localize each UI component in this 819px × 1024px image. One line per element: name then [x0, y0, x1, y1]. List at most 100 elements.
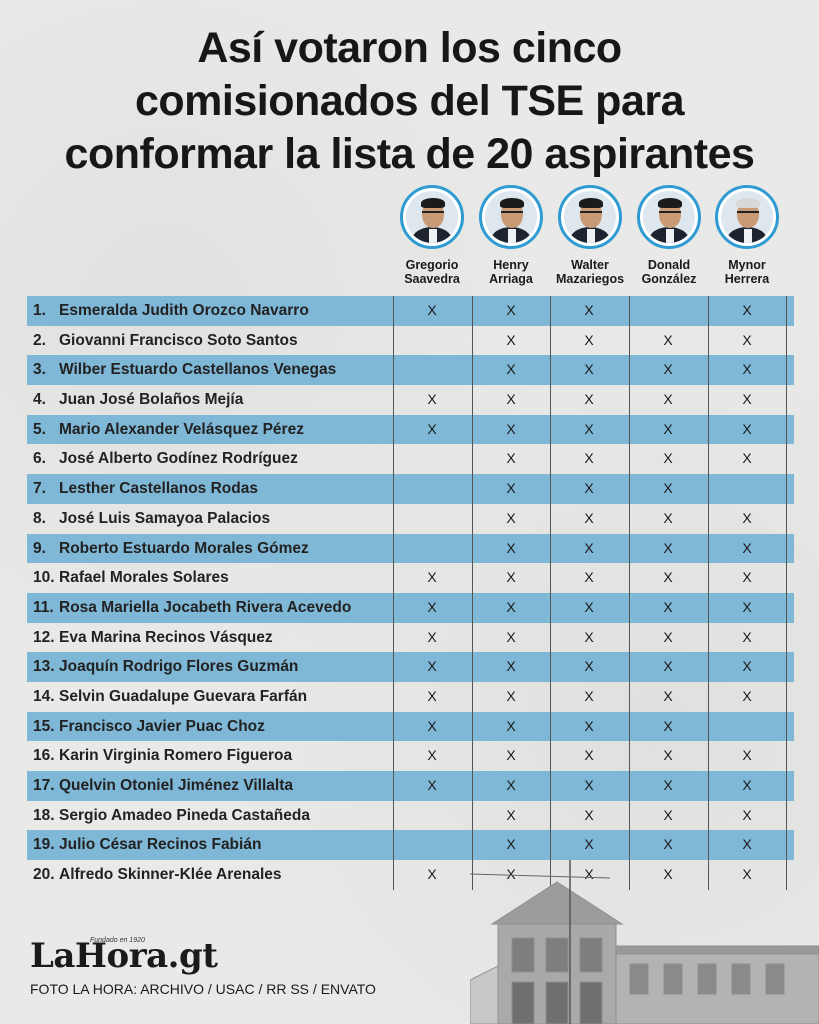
vote-cell: X: [663, 777, 673, 793]
commissioner-photo: [558, 185, 622, 249]
vote-cell: X: [506, 569, 516, 586]
candidate-cell: 10. Rafael Morales Solares: [33, 563, 229, 593]
table-row: 18. Sergio Amadeo Pineda Castañeda X X X X: [27, 801, 794, 831]
vote-cell: X: [506, 480, 516, 497]
candidate-number: 7.: [33, 480, 46, 498]
table-row: 15. Francisco Javier Puac Choz X X X X: [27, 711, 794, 742]
candidate-cell: 12. Eva Marina Recinos Vásquez: [33, 623, 273, 653]
vote-cell: [393, 326, 471, 356]
vote-cell: X: [506, 361, 516, 378]
vote-cell: X: [584, 569, 594, 586]
vote-cell: X: [584, 628, 594, 645]
vote-cell: X: [742, 361, 752, 378]
candidate-number: 15.: [33, 717, 55, 735]
vote-cell: X: [427, 687, 437, 704]
vote-cell: X: [506, 598, 516, 615]
vote-cell: X: [506, 777, 516, 793]
commissioner-first-name: Mynor: [728, 258, 766, 272]
vote-cell: X: [506, 450, 516, 467]
candidate-number: 6.: [33, 450, 46, 468]
vote-cell: X: [584, 480, 594, 497]
candidate-name: Eva Marina Recinos Vásquez: [59, 628, 273, 646]
table-row: 3. Wilber Estuardo Castellanos Venegas X X X…: [27, 355, 794, 386]
vote-cell: X: [506, 717, 516, 734]
title-line-1: Así votaron los cinco: [197, 24, 622, 72]
vote-cell: X: [584, 331, 594, 348]
commissioner-last-name: Saavedra: [404, 272, 460, 286]
table-row: 17. Quelvin Otoniel Jiménez Villalta X X X X X: [27, 771, 794, 801]
page-title: Así votaron los cinco comisionados del T…: [0, 22, 819, 181]
vote-cell: X: [663, 420, 673, 437]
vote-cell: X: [584, 806, 594, 823]
vote-cell: X: [663, 866, 673, 883]
table-row: 12. Eva Marina Recinos Vásquez X X X X X: [27, 623, 794, 653]
vote-cell: X: [742, 509, 752, 526]
candidate-name: Francisco Javier Puac Choz: [59, 717, 265, 735]
vote-cell: X: [742, 391, 752, 408]
vote-cell: X: [663, 569, 673, 586]
candidate-name: José Alberto Godínez Rodríguez: [59, 450, 298, 468]
candidate-number: 3.: [33, 361, 46, 379]
candidate-number: 19.: [33, 836, 55, 854]
vote-cell: [393, 355, 471, 385]
commissioner-name: Mynor Herrera: [707, 258, 787, 286]
vote-cell: X: [584, 777, 594, 793]
table-row: 7. Lesther Castellanos Rodas X X X: [27, 474, 794, 504]
candidate-name: Giovanni Francisco Soto Santos: [59, 331, 298, 349]
candidate-cell: 11. Rosa Mariella Jocabeth Rivera Acevedo: [33, 593, 351, 623]
candidate-name: Mario Alexander Velásquez Pérez: [59, 420, 304, 438]
vote-cell: X: [742, 658, 752, 675]
vote-cell: X: [584, 420, 594, 437]
commissioner-first-name: Henry: [493, 258, 529, 272]
vote-cell: X: [427, 420, 437, 437]
commissioner-photo: [715, 185, 779, 249]
vote-cell: X: [427, 598, 437, 615]
vote-cell: X: [584, 361, 594, 378]
candidate-number: 1.: [33, 302, 46, 319]
vote-cell: X: [663, 331, 673, 348]
candidate-name: Quelvin Otoniel Jiménez Villalta: [59, 777, 294, 794]
vote-cell: X: [663, 509, 673, 526]
vote-cell: [708, 474, 786, 504]
candidate-cell: 4. Juan José Bolaños Mejía: [33, 385, 243, 415]
vote-cell: X: [584, 450, 594, 467]
candidate-number: 11.: [33, 598, 54, 616]
building-photo: [470, 860, 819, 1024]
vote-cell: X: [742, 687, 752, 704]
vote-cell: X: [663, 836, 673, 853]
vote-cell: X: [506, 628, 516, 645]
vote-cell: [629, 296, 707, 326]
table-row: 8. José Luis Samayoa Palacios X X X X: [27, 504, 794, 534]
title-line-2: comisionados del TSE para: [134, 77, 685, 125]
table-row: 5. Mario Alexander Velásquez Pérez X X X X X: [27, 414, 794, 445]
candidate-number: 5.: [33, 420, 46, 438]
candidate-number: 10.: [33, 569, 55, 587]
vote-cell: X: [427, 777, 437, 793]
vote-cell: X: [663, 391, 673, 408]
vote-cell: X: [742, 450, 752, 467]
candidate-name: Sergio Amadeo Pineda Castañeda: [59, 806, 310, 824]
lahora-logo: LaHora.gt: [30, 936, 218, 976]
candidate-number: 4.: [33, 391, 46, 409]
candidate-cell: 6. José Alberto Godínez Rodríguez: [33, 444, 298, 474]
candidate-name: Esmeralda Judith Orozco Navarro: [59, 302, 309, 319]
candidate-name: Joaquín Rodrigo Flores Guzmán: [59, 658, 299, 676]
vote-cell: X: [506, 509, 516, 526]
candidate-name: Wilber Estuardo Castellanos Venegas: [59, 361, 337, 379]
candidate-number: 20.: [33, 866, 55, 884]
vote-cell: X: [742, 777, 752, 793]
vote-cell: X: [506, 391, 516, 408]
candidate-cell: 1. Esmeralda Judith Orozco Navarro: [33, 296, 309, 326]
vote-cell: X: [584, 391, 594, 408]
candidate-name: José Luis Samayoa Palacios: [59, 509, 271, 527]
vote-cell: X: [427, 717, 437, 734]
vote-cell: [393, 830, 471, 860]
commissioner-name: Donald González: [629, 258, 709, 286]
vote-cell: X: [663, 717, 673, 734]
vote-cell: X: [506, 539, 516, 556]
candidate-number: 17.: [33, 777, 55, 794]
commissioner-name: Henry Arriaga: [471, 258, 551, 286]
candidate-number: 2.: [33, 331, 46, 349]
vote-cell: X: [742, 569, 752, 586]
vote-cell: X: [663, 628, 673, 645]
